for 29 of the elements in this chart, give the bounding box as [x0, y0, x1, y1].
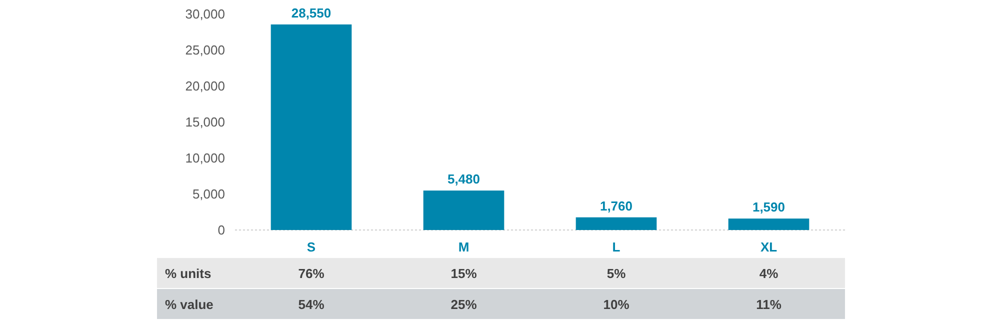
text: 76%: [298, 266, 325, 282]
data-label: 28,550: [291, 5, 332, 20]
x-tick-label: XL: [760, 240, 778, 255]
x-tick-label: M: [458, 240, 470, 255]
data-label: 1,760: [600, 198, 633, 214]
bar: [270, 24, 352, 230]
y-tick-label: 15,000: [185, 114, 225, 130]
x-tick-label: L: [612, 240, 620, 255]
x-tick-label: S: [306, 240, 316, 255]
bar: [576, 217, 657, 230]
y-tick-label: 5,000: [192, 186, 225, 202]
text: 54%: [298, 297, 325, 312]
bar: [423, 190, 504, 230]
text: 5%: [606, 266, 626, 282]
text: 10%: [603, 297, 630, 312]
bar: [728, 218, 810, 230]
y-tick-label: 30,000: [185, 6, 225, 22]
text: 25%: [450, 297, 478, 312]
y-tick-label: 20,000: [185, 78, 225, 94]
text: 15%: [450, 266, 478, 282]
text: 4%: [759, 266, 779, 282]
y-tick-label: 10,000: [185, 150, 225, 166]
text: 11%: [756, 297, 782, 312]
y-tick-label: 0: [218, 222, 225, 238]
text: % units: [165, 266, 212, 282]
data-label: 5,480: [447, 172, 480, 187]
text: % value: [165, 297, 214, 312]
data-label: 1,590: [752, 200, 786, 215]
y-tick-label: 25,000: [185, 42, 225, 58]
